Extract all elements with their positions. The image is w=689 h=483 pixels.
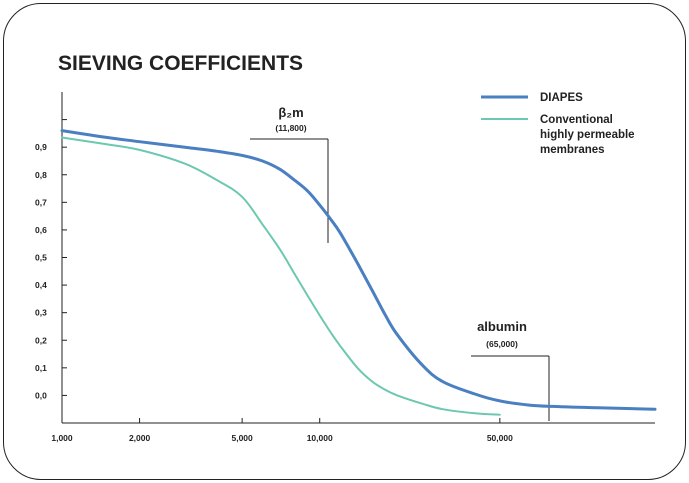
y-tick-label: 0,8 (35, 170, 47, 180)
y-tick-label: 0,0 (35, 390, 47, 400)
x-tick-label: 50,000 (487, 433, 513, 443)
series-line-conventional (61, 136, 501, 416)
legend-label-conventional-2: highly permeable (540, 129, 635, 141)
x-axis-ticks: 1,000 2,000 5,000 10,000 50,000 (51, 418, 513, 443)
albumin-label: albumin (477, 319, 527, 334)
beta2m-label: β₂m (278, 105, 303, 120)
legend-label-conventional-3: membranes (540, 144, 605, 156)
series-line-diapes (60, 129, 657, 411)
y-tick-label: 0,2 (35, 335, 47, 345)
albumin-weight: (65,000) (486, 339, 518, 349)
albumin-annotation: albumin (65,000) (471, 319, 550, 421)
y-tick-label: 0,6 (35, 225, 47, 235)
x-tick-label: 2,000 (129, 433, 151, 443)
chart-title: SIEVING COEFFICIENTS (58, 52, 303, 75)
beta2m-weight: (11,800) (275, 123, 306, 133)
y-tick-label: 0,7 (35, 197, 47, 207)
y-tick-label: 0,4 (35, 280, 47, 290)
y-tick-label: 0,3 (35, 308, 47, 318)
x-tick-label: 1,000 (51, 433, 73, 443)
y-tick-label: 0,5 (35, 253, 47, 263)
x-tick-label: 5,000 (231, 433, 253, 443)
x-tick-label: 10,000 (307, 433, 333, 443)
y-axis-ticks: 0,0 0,1 0,2 0,3 0,4 0,5 0,6 0,7 0,8 0,9 (35, 119, 67, 400)
legend-label-conventional-1: Conventional (540, 114, 613, 126)
legend: DIAPES Conventional highly permeable mem… (481, 92, 635, 156)
legend-label-diapes: DIAPES (540, 92, 583, 104)
y-tick-label: 0,1 (35, 363, 47, 373)
beta2m-annotation: β₂m (11,800) (250, 105, 329, 243)
annotations: β₂m (11,800) albumin (65,000) (250, 105, 550, 421)
series-group (60, 129, 657, 416)
y-tick-label: 0,9 (35, 142, 47, 152)
